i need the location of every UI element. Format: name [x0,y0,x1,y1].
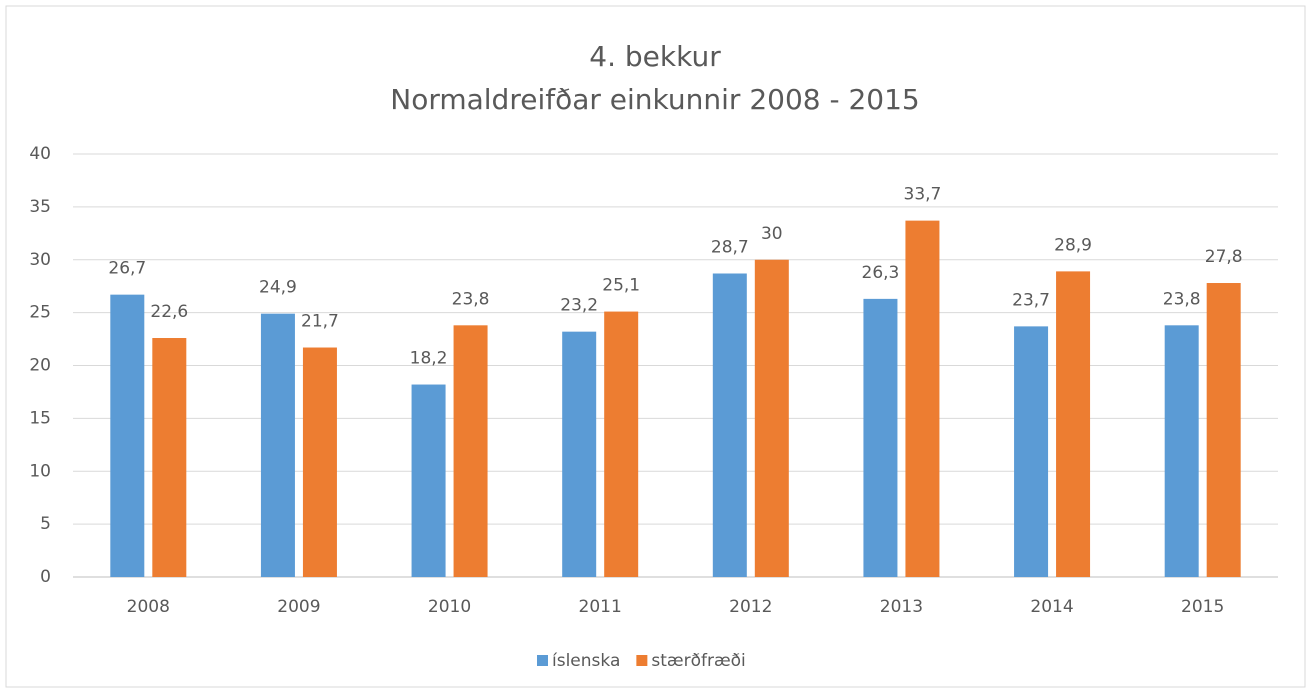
bar [712,273,747,577]
value-label: 25,1 [602,276,640,296]
bar [863,298,898,577]
x-tick-label: 2015 [1181,597,1224,617]
chart-title: 4. bekkur [589,40,721,73]
value-label: 18,2 [410,349,448,369]
value-label: 26,7 [108,259,146,279]
value-label: 26,3 [862,263,900,283]
x-tick-label: 2011 [579,597,622,617]
y-tick-label: 35 [29,197,51,217]
legend-swatch [636,655,648,666]
bar [152,338,187,577]
bar [453,325,488,577]
y-tick-label: 15 [29,408,51,428]
bar [562,331,597,577]
x-tick-label: 2009 [277,597,320,617]
value-label: 33,7 [904,185,942,205]
value-label: 23,8 [452,289,490,309]
y-tick-label: 20 [29,356,51,376]
value-label: 28,9 [1054,235,1092,255]
bar [1164,325,1199,577]
x-tick-label: 2012 [729,597,772,617]
bar [604,311,639,577]
bar [1014,326,1049,577]
y-tick-label: 30 [29,250,51,270]
y-tick-label: 25 [29,303,51,323]
value-label: 30 [761,224,783,244]
y-tick-label: 0 [40,567,51,587]
bar [110,294,145,577]
x-tick-label: 2014 [1030,597,1073,617]
y-tick-label: 40 [29,144,51,164]
bar [1056,271,1091,577]
legend-label: stærðfræði [651,651,745,671]
value-label: 23,8 [1163,289,1201,309]
bar [905,220,940,577]
y-tick-label: 10 [29,461,51,481]
chart-subtitle: Normaldreifðar einkunnir 2008 - 2015 [390,83,920,116]
legend-swatch [537,655,548,666]
bar [754,259,789,577]
bar [411,384,446,577]
bar [302,347,337,577]
bar [260,313,295,577]
x-tick-label: 2008 [127,597,170,617]
value-label: 23,2 [560,296,598,316]
value-label: 22,6 [150,302,188,322]
value-label: 21,7 [301,312,339,332]
bar [1206,283,1241,577]
value-label: 28,7 [711,237,749,257]
x-tick-label: 2013 [880,597,923,617]
x-tick-label: 2010 [428,597,471,617]
legend-label: íslenska [552,651,620,671]
value-label: 23,7 [1012,290,1050,310]
y-tick-label: 5 [40,514,51,534]
value-label: 24,9 [259,278,297,298]
value-label: 27,8 [1205,247,1243,267]
